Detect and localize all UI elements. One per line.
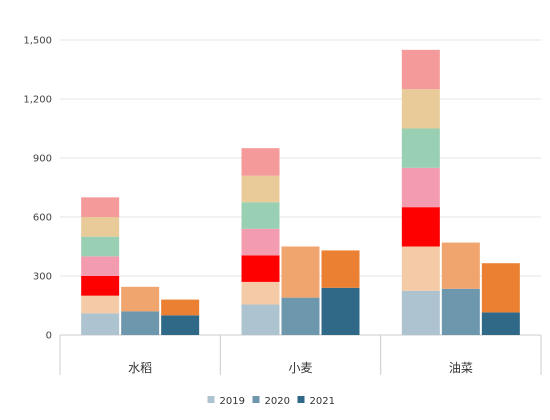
stacked-bar[interactable] [401,49,440,335]
bar-segment[interactable] [121,286,160,312]
legend-swatch [207,396,215,403]
bar-segment[interactable] [401,128,440,168]
stacked-bar[interactable] [481,263,520,335]
legend[interactable]: 2019 2020 2021 [207,396,335,407]
legend-swatch [297,396,305,403]
legend-item[interactable]: 2020 [252,396,290,407]
bar-segment[interactable] [401,167,440,208]
bar-segment[interactable] [161,315,200,335]
bar-segment[interactable] [81,295,120,314]
bar-segment[interactable] [281,297,320,335]
bar-segment[interactable] [81,217,120,237]
stacked-bar[interactable] [241,148,280,335]
bar-segment[interactable] [241,228,280,256]
legend-swatch [252,396,260,403]
stacked-bar[interactable] [121,286,160,335]
y-axis-tick-labels: 0 300 600 900 1,200 1,500 [23,36,52,342]
bar-group [401,49,520,335]
bars [81,49,520,336]
legend-label: 2019 [220,396,245,407]
bar-segment[interactable] [81,197,120,217]
legend-label: 2021 [310,396,335,407]
x-category-label: 油菜 [449,361,473,375]
bar-segment[interactable] [121,311,160,335]
bar-segment[interactable] [241,175,280,203]
bar-segment[interactable] [321,287,360,335]
bar-group [241,148,360,336]
stacked-bar[interactable] [81,197,120,335]
bar-segment[interactable] [481,312,520,335]
bar-segment[interactable] [321,250,360,288]
y-tick-label: 600 [33,213,52,224]
bar-segment[interactable] [241,281,280,305]
bar-segment[interactable] [161,299,200,316]
bar-segment[interactable] [441,242,480,289]
bar-segment[interactable] [81,236,120,257]
stacked-bar[interactable] [161,299,200,335]
y-tick-label: 900 [33,154,52,165]
x-axis: 水稻 小麦 油菜 [59,335,542,375]
bar-segment[interactable] [81,313,120,335]
bar-segment[interactable] [401,290,440,335]
legend-item[interactable]: 2019 [207,396,245,407]
legend-item[interactable]: 2021 [297,396,335,407]
y-tick-label: 1,500 [23,36,52,47]
bar-segment[interactable] [241,202,280,229]
bar-segment[interactable] [401,89,440,129]
bar-segment[interactable] [241,304,280,335]
stacked-bar[interactable] [441,242,480,335]
stacked-bar[interactable] [281,246,320,336]
bar-segment[interactable] [401,207,440,247]
bar-segment[interactable] [81,276,120,296]
y-tick-label: 0 [46,331,52,342]
y-tick-label: 300 [33,272,52,283]
bar-segment[interactable] [441,288,480,335]
bar-group [81,197,200,335]
bar-segment[interactable] [401,49,440,90]
x-category-label: 水稻 [128,361,152,375]
bar-segment[interactable] [281,246,320,298]
x-category-label: 小麦 [288,361,312,375]
stacked-bar[interactable] [321,250,360,335]
bar-segment[interactable] [241,148,280,176]
legend-label: 2020 [265,396,290,407]
bar-segment[interactable] [401,246,440,291]
bar-segment[interactable] [241,255,280,282]
bar-segment[interactable] [481,263,520,313]
y-tick-label: 1,200 [23,95,52,106]
bar-segment[interactable] [81,256,120,276]
